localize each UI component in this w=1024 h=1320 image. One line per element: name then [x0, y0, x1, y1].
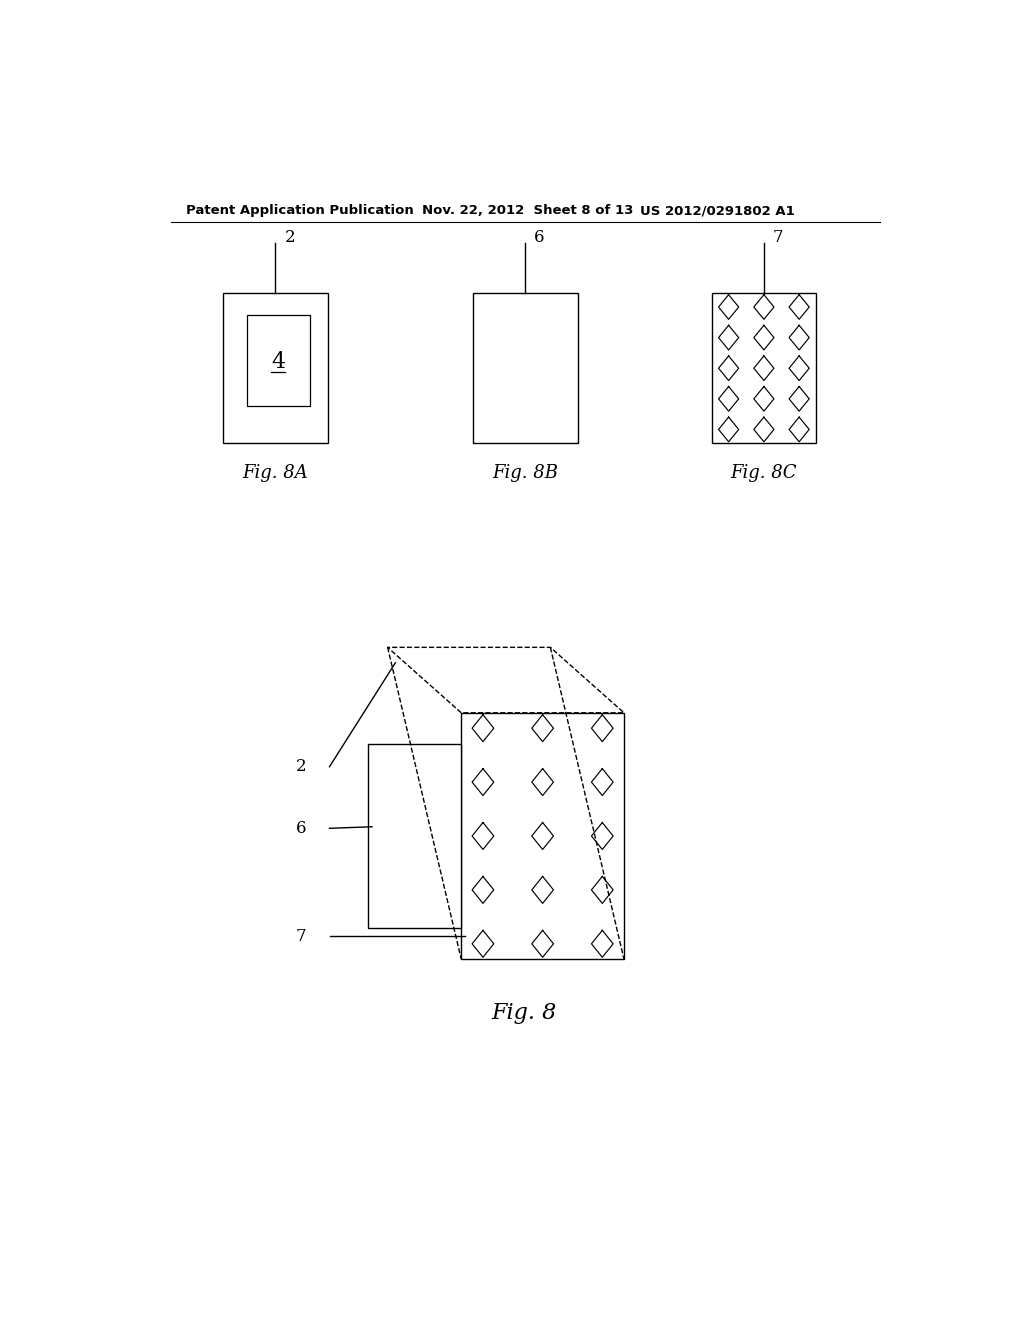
Bar: [248, 315, 310, 405]
Text: 2: 2: [285, 230, 295, 247]
Text: 7: 7: [773, 230, 783, 247]
Text: Fig. 8: Fig. 8: [492, 1002, 557, 1024]
Text: 6: 6: [296, 820, 306, 837]
Bar: [473, 293, 578, 444]
Text: Fig. 8B: Fig. 8B: [492, 463, 558, 482]
Bar: [223, 293, 328, 444]
Text: 7: 7: [296, 928, 306, 945]
Text: Nov. 22, 2012  Sheet 8 of 13: Nov. 22, 2012 Sheet 8 of 13: [423, 205, 634, 218]
Text: 2: 2: [296, 758, 306, 775]
Text: Fig. 8C: Fig. 8C: [730, 463, 797, 482]
Text: 4: 4: [271, 351, 286, 374]
Text: Fig. 8A: Fig. 8A: [243, 463, 308, 482]
Bar: [712, 293, 816, 444]
Bar: [461, 713, 624, 960]
Bar: [369, 743, 461, 928]
Text: Patent Application Publication: Patent Application Publication: [186, 205, 414, 218]
Text: 6: 6: [535, 230, 545, 247]
Text: US 2012/0291802 A1: US 2012/0291802 A1: [640, 205, 795, 218]
